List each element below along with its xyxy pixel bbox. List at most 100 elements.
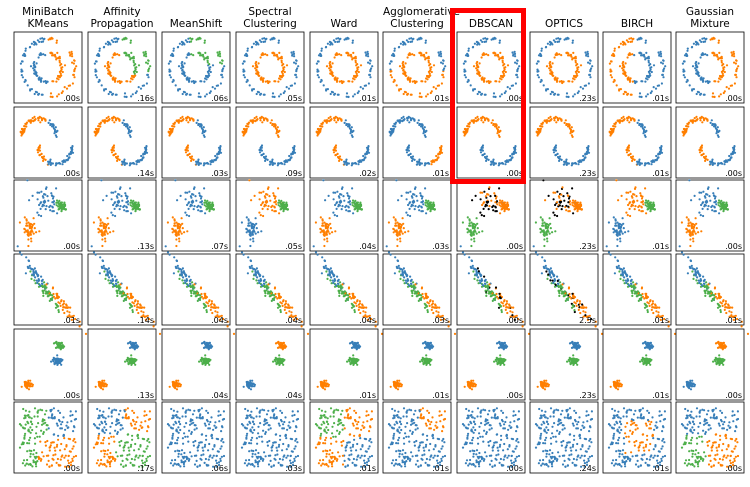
data-point (337, 195, 340, 198)
data-point (567, 194, 570, 197)
data-point (122, 119, 125, 122)
data-point (38, 144, 42, 147)
subplot-frame (675, 179, 745, 252)
data-point (567, 52, 570, 55)
data-point (624, 231, 627, 234)
data-point (243, 76, 246, 79)
data-point (329, 60, 332, 64)
data-point (188, 116, 191, 119)
data-point (294, 62, 297, 65)
data-point (401, 67, 404, 70)
data-point (540, 47, 543, 50)
data-point (18, 251, 22, 254)
data-point (174, 233, 177, 236)
data-point (34, 118, 37, 121)
data-point (640, 95, 643, 98)
subplot-frame (675, 106, 745, 179)
data-point (72, 73, 75, 76)
data-point (481, 191, 484, 194)
data-point (626, 93, 629, 96)
data-point (501, 199, 504, 202)
data-point (338, 159, 341, 162)
data-point (664, 65, 667, 68)
data-point (353, 93, 356, 96)
data-point (199, 197, 203, 200)
data-point (55, 80, 58, 83)
data-point (169, 133, 172, 136)
data-point (186, 146, 189, 149)
data-point (326, 237, 329, 240)
data-point (282, 210, 285, 213)
data-point (633, 158, 636, 161)
data-point (107, 66, 110, 69)
data-point (473, 88, 476, 91)
data-point (178, 229, 181, 232)
data-point (429, 91, 432, 95)
data-point (553, 116, 556, 119)
data-point (352, 74, 356, 78)
data-point (70, 50, 73, 54)
data-point (415, 195, 418, 198)
data-point (174, 179, 177, 182)
data-point (423, 164, 426, 167)
data-point (492, 37, 495, 40)
data-point (34, 270, 38, 273)
data-point (334, 146, 337, 149)
data-point (389, 74, 392, 77)
data-point (411, 38, 414, 41)
data-point (353, 208, 356, 211)
data-point (626, 116, 629, 119)
data-point (36, 211, 39, 214)
data-point (34, 276, 37, 279)
data-point (266, 158, 269, 161)
data-point (38, 230, 41, 233)
data-point (534, 221, 538, 224)
data-point (355, 72, 358, 75)
data-point (552, 211, 555, 214)
data-point (735, 59, 738, 62)
data-point (181, 60, 184, 64)
data-point (560, 193, 563, 196)
data-point (484, 40, 488, 43)
data-point (515, 62, 519, 65)
data-point (208, 63, 211, 66)
data-point (717, 41, 720, 44)
data-point (407, 144, 411, 147)
data-point (144, 148, 147, 151)
data-point (253, 194, 256, 197)
data-point (243, 60, 246, 63)
data-point (728, 158, 732, 161)
data-point (199, 52, 202, 55)
data-point (397, 46, 400, 49)
data-point (252, 42, 255, 45)
subplot-frame (602, 106, 672, 179)
data-point (618, 65, 622, 68)
data-point (500, 56, 503, 60)
data-point (428, 69, 431, 73)
data-point (125, 201, 128, 204)
data-point (645, 51, 648, 55)
data-point (30, 229, 33, 232)
data-point (402, 68, 405, 71)
data-point (638, 209, 641, 212)
data-point (629, 190, 632, 193)
data-point (263, 195, 266, 198)
data-point (497, 55, 500, 58)
data-point (68, 153, 71, 156)
data-point (409, 93, 412, 96)
data-point (579, 86, 582, 89)
data-point (468, 224, 471, 227)
data-point (418, 92, 422, 95)
data-point (547, 194, 550, 197)
data-point (407, 76, 410, 79)
data-point (188, 152, 191, 155)
data-point (113, 53, 117, 56)
data-point (111, 56, 114, 59)
data-point (43, 281, 46, 284)
data-point (682, 70, 685, 73)
data-point (117, 201, 120, 204)
data-point (62, 302, 65, 305)
data-point (104, 277, 107, 280)
data-point (102, 120, 105, 123)
data-point (216, 51, 219, 54)
